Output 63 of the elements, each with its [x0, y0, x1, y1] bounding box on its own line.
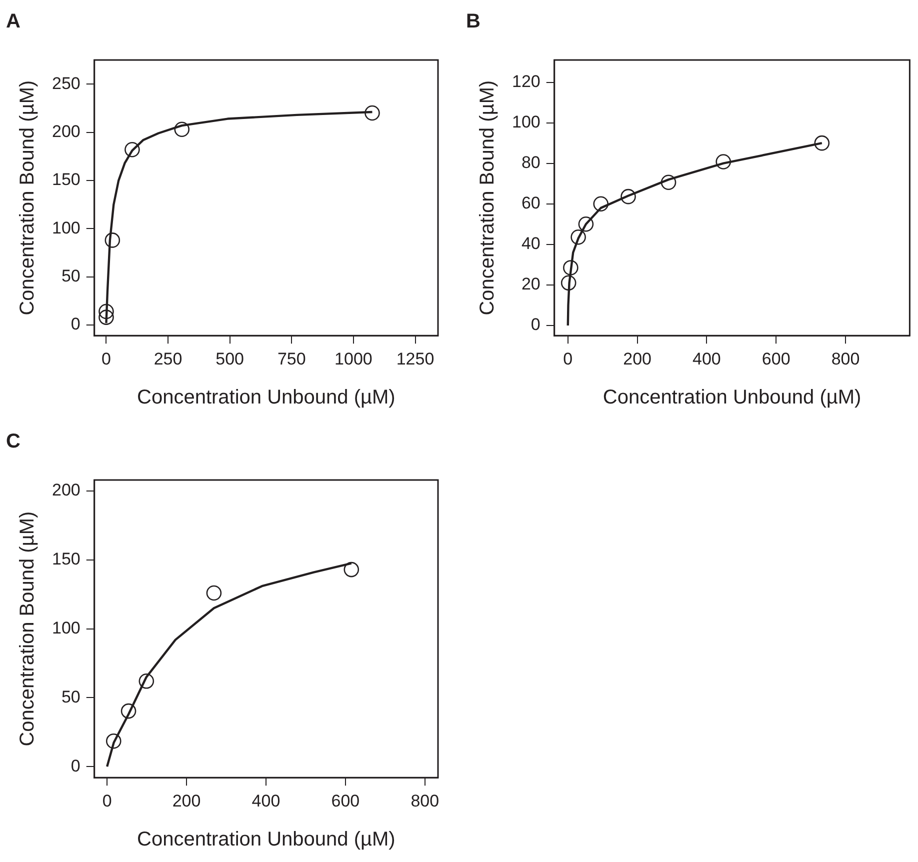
y-tick-label: 50 [61, 687, 80, 706]
x-tick-label: 0 [102, 791, 112, 810]
point [120, 703, 136, 719]
chart-title: C [6, 430, 20, 453]
point [570, 229, 586, 245]
x-tick-label: 500 [216, 349, 244, 368]
y-tick-label: 50 [61, 266, 80, 286]
chart-title: B [466, 10, 480, 33]
point [716, 154, 732, 170]
y-tick-label: 250 [52, 74, 80, 93]
point [593, 196, 609, 212]
x-tick-label: 1250 [396, 349, 434, 368]
y-axis-title: Concentration Bound (µM) [476, 80, 499, 316]
point [104, 232, 120, 248]
x-tick-label: 200 [623, 349, 652, 368]
y-tick-label: 80 [521, 153, 540, 172]
y-tick-label: 100 [512, 112, 540, 132]
x-tick-label: 400 [252, 791, 280, 810]
point [124, 142, 140, 158]
point [98, 304, 114, 320]
point [660, 174, 676, 190]
point [344, 562, 360, 578]
x-tick-label: 1000 [334, 349, 372, 368]
x-tick-label: 250 [154, 349, 182, 368]
y-tick-label: 0 [70, 756, 80, 776]
point [563, 260, 578, 276]
x-axis-title: Concentration Unbound (µM) [602, 386, 862, 409]
y-tick-label: 0 [70, 314, 80, 334]
point [620, 188, 636, 204]
x-tick-label: 750 [277, 349, 306, 368]
y-tick-label: 150 [52, 550, 80, 569]
y-tick-label: 150 [52, 170, 80, 190]
point [174, 122, 190, 138]
point [364, 105, 380, 121]
point [138, 674, 154, 689]
x-tick-label: 600 [762, 349, 790, 368]
y-tick-label: 60 [521, 194, 540, 213]
y-tick-label: 200 [52, 122, 80, 141]
point [560, 275, 576, 291]
x-axis-title: Concentration Unbound (µM) [137, 828, 396, 851]
point [206, 585, 222, 601]
y-tick-label: 120 [512, 72, 540, 91]
y-tick-label: 20 [521, 274, 540, 294]
y-tick-label: 100 [52, 618, 80, 638]
y-axis-title: Concentration Bound (µM) [16, 80, 39, 316]
y-axis-title: Concentration Bound (µM) [16, 511, 39, 746]
y-tick-label: 0 [530, 315, 540, 334]
point [578, 216, 594, 232]
point [98, 310, 114, 325]
x-tick-label: 0 [101, 349, 111, 368]
x-tick-label: 600 [331, 791, 360, 810]
chart-title: A [6, 10, 20, 33]
point [106, 733, 122, 749]
x-tick-label: 0 [563, 349, 573, 368]
x-tick-label: 200 [172, 791, 201, 810]
y-tick-label: 100 [52, 218, 80, 238]
point [814, 135, 830, 151]
x-axis-title: Concentration Unbound (µM) [137, 386, 396, 409]
y-tick-label: 200 [52, 480, 80, 500]
y-tick-label: 40 [521, 234, 540, 254]
x-tick-label: 400 [692, 349, 721, 368]
x-tick-label: 800 [831, 349, 860, 368]
x-tick-label: 800 [410, 791, 440, 810]
